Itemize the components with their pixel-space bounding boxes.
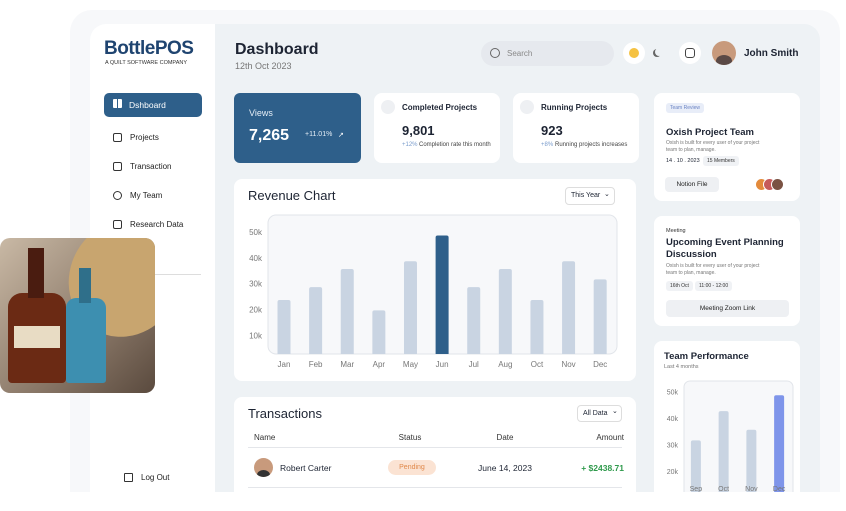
bar [467, 287, 480, 362]
bar [530, 300, 543, 362]
x-tick-label: Dec [773, 486, 786, 492]
x-tick-label: Jul [469, 360, 479, 369]
x-tick-label: Oct [718, 486, 729, 492]
y-tick-label: 50k [249, 228, 263, 237]
bar [499, 269, 512, 362]
page: BottlePOS A QUILT SOFTWARE COMPANY Dshbo… [0, 0, 846, 492]
x-tick-label: Oct [531, 360, 544, 369]
x-tick-label: May [403, 360, 418, 369]
x-tick-label: Jan [278, 360, 291, 369]
bar [436, 235, 449, 362]
x-tick-label: Jun [436, 360, 449, 369]
bar [691, 440, 701, 492]
x-tick-label: Nov [745, 486, 758, 492]
y-tick-label: 30k [249, 280, 263, 289]
y-tick-label: 50k [667, 389, 679, 396]
y-tick-label: 30k [667, 442, 679, 449]
y-tick-label: 20k [249, 305, 263, 314]
x-tick-label: Nov [561, 360, 575, 369]
bar [774, 395, 784, 492]
x-tick-label: Dec [593, 360, 607, 369]
y-tick-label: 20k [667, 469, 679, 476]
y-tick-label: 10k [249, 331, 263, 340]
bar [278, 300, 291, 362]
product-photo [0, 238, 155, 393]
bar [719, 411, 729, 492]
bar [309, 287, 322, 362]
x-tick-label: Sep [690, 486, 703, 492]
x-tick-label: Feb [309, 360, 323, 369]
x-tick-label: Aug [498, 360, 512, 369]
y-tick-label: 40k [667, 416, 679, 423]
bar [562, 261, 575, 362]
bar [746, 430, 756, 492]
bar [341, 269, 354, 362]
bar [594, 279, 607, 362]
bar [404, 261, 417, 362]
x-tick-label: Mar [340, 360, 354, 369]
y-tick-label: 40k [249, 254, 263, 263]
x-tick-label: Apr [373, 360, 386, 369]
